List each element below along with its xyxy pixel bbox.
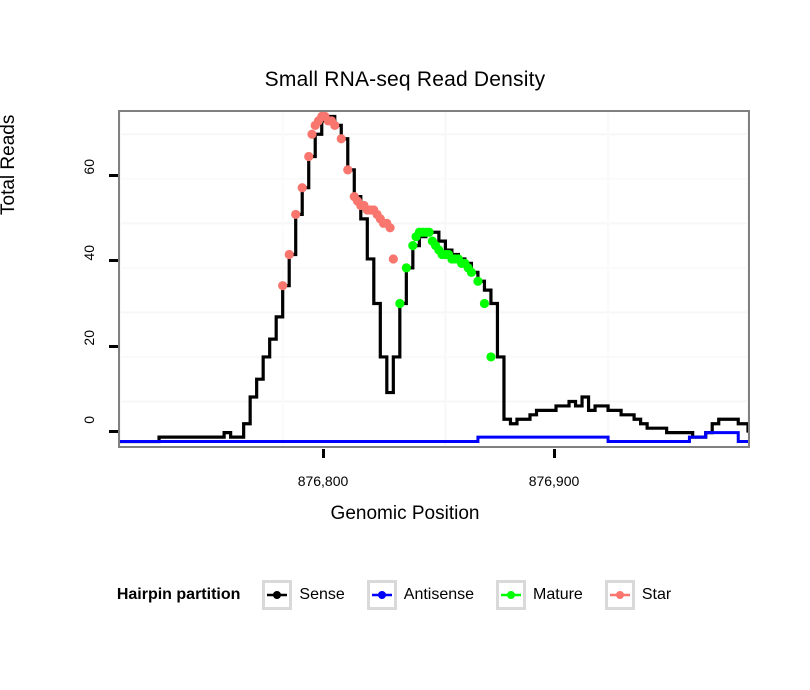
data-point [473,276,483,286]
point-group-star [278,112,398,291]
legend-key-mature [496,580,527,610]
series-line-sense [120,114,748,444]
line-point-icon [371,591,392,599]
chart-title: Small RNA-seq Read Density [264,68,546,91]
point-group-mature [395,227,496,362]
y-tick-label-60: 60 [81,159,97,175]
y-tick-label-20: 20 [81,330,97,346]
data-point [291,209,301,220]
series-line-antisense [120,431,748,444]
x-tick-mark-876800 [322,449,325,458]
line-point-icon [501,591,522,599]
y-tick-mark-40 [109,259,118,262]
legend-label-star: Star [641,586,672,603]
legend-label-mature: Mature [533,586,583,603]
legend-item-star[interactable]: Star [604,580,685,610]
data-point [395,298,405,309]
data-point [424,227,434,237]
y-tick-mark-60 [109,174,118,177]
plot-panel [118,110,750,448]
legend-item-sense[interactable]: Sense [262,580,358,610]
data-point [307,129,317,139]
y-tick-label-0: 0 [81,416,97,424]
x-tick-mark-876900 [553,449,556,458]
data-point [401,263,411,273]
y-tick-mark-0 [109,430,118,433]
data-point [408,241,418,251]
legend-key-antisense [366,580,397,610]
data-point [297,183,307,193]
y-tick-mark-20 [109,345,118,348]
legend-key-sense [262,580,293,610]
data-point [343,165,353,175]
x-tick-label-876800: 876,800 [297,473,349,489]
legend-label-sense: Sense [299,586,345,603]
legend-item-mature[interactable]: Mature [496,580,597,610]
y-tick-label-40: 40 [81,245,97,261]
data-point [278,281,288,291]
data-point [486,352,496,362]
legend-label-antisense: Antisense [403,586,475,603]
data-point [336,134,346,144]
legend-key-star [604,580,635,610]
y-axis-label: Total Reads [0,114,19,215]
x-axis-label: Genomic Position [330,503,480,524]
plot-canvas [120,112,748,446]
data-point [304,151,314,162]
legend: Hairpin partition Sense Antisense [0,580,810,610]
legend-item-antisense[interactable]: Antisense [366,580,488,610]
legend-title: Hairpin partition [116,586,241,603]
data-point [479,298,490,309]
data-point [388,254,398,264]
line-point-icon [267,591,288,599]
line-point-icon [609,591,630,599]
data-point [284,249,294,260]
data-point [466,267,477,277]
data-point [385,223,395,233]
x-tick-label-876900: 876,900 [528,473,580,489]
data-point [330,120,340,130]
